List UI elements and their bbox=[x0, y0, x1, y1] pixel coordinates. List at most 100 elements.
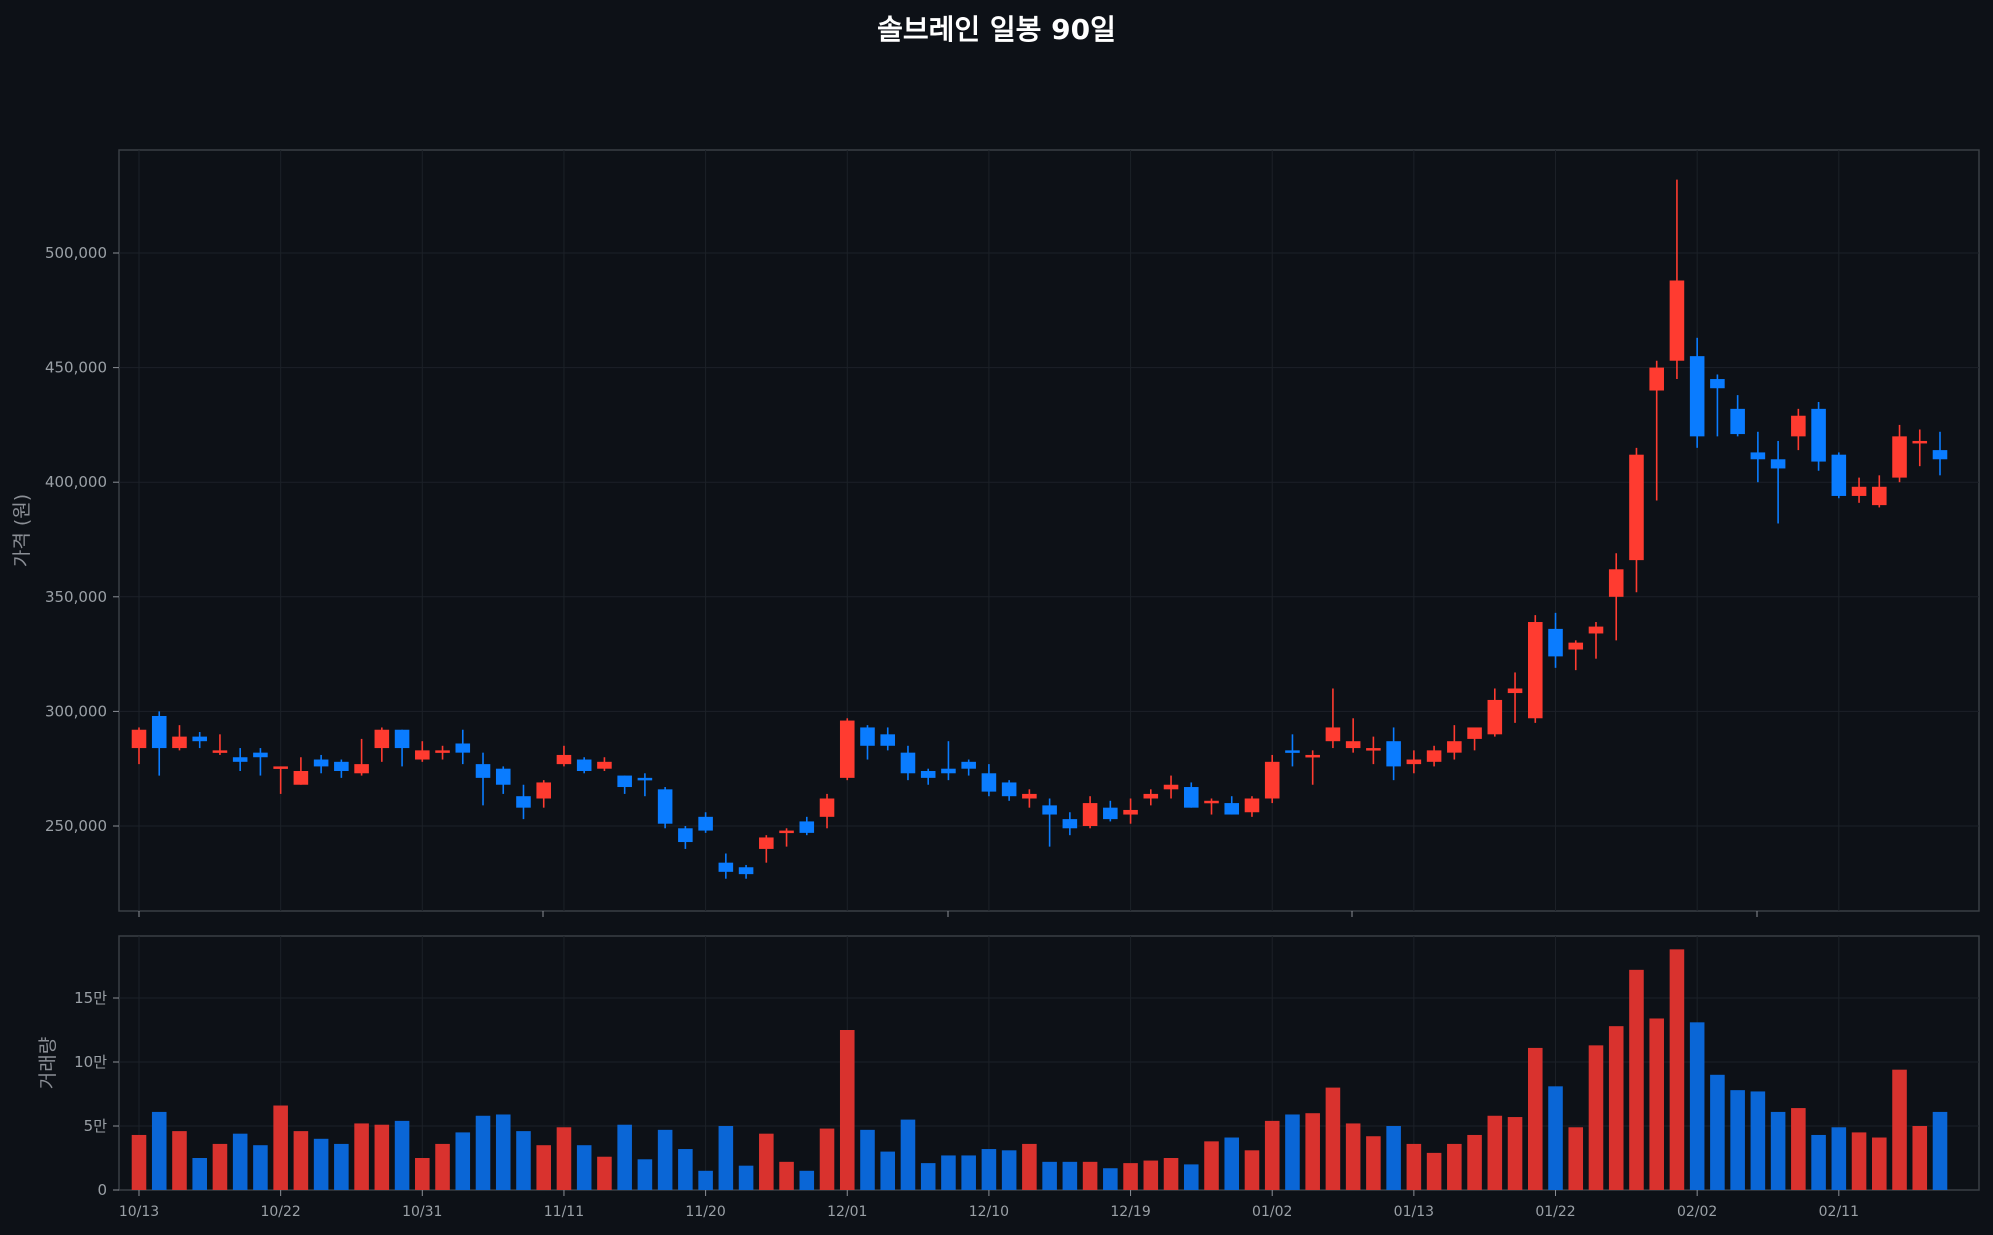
candle bbox=[1629, 447, 1644, 593]
candle bbox=[334, 759, 349, 778]
x-tick-label: 02/02 bbox=[1677, 1204, 1717, 1220]
volume-bar bbox=[1386, 1126, 1401, 1190]
volume-bar bbox=[334, 1143, 349, 1190]
candle bbox=[475, 752, 491, 806]
candle-body bbox=[172, 736, 187, 749]
candle bbox=[1588, 622, 1604, 659]
volume-bar bbox=[1305, 1113, 1320, 1190]
candle-body bbox=[1042, 805, 1057, 815]
candle bbox=[1872, 475, 1887, 508]
candle bbox=[1062, 812, 1078, 836]
candle-body bbox=[1103, 807, 1118, 820]
volume-bar bbox=[1285, 1114, 1300, 1190]
candle-body bbox=[1264, 761, 1280, 799]
candle-body bbox=[1406, 759, 1422, 765]
candle bbox=[1103, 800, 1118, 822]
candle bbox=[1264, 754, 1280, 804]
y-tick-label: 300,000 bbox=[45, 702, 107, 720]
volume-bar bbox=[1183, 1164, 1199, 1190]
volume-bar bbox=[941, 1155, 956, 1190]
candle-body bbox=[374, 729, 390, 749]
candle bbox=[273, 766, 288, 794]
candle bbox=[819, 793, 835, 829]
candle bbox=[1467, 727, 1482, 751]
volume-bar bbox=[1467, 1134, 1482, 1190]
candle bbox=[1285, 734, 1300, 767]
y-tick-label: 0 bbox=[97, 1181, 107, 1199]
price-frame bbox=[118, 149, 1980, 912]
candle-body bbox=[435, 750, 450, 753]
volume-bar bbox=[151, 1111, 167, 1190]
candle bbox=[860, 725, 875, 760]
candle bbox=[637, 773, 653, 797]
candle bbox=[617, 775, 632, 794]
volume-bar bbox=[1143, 1160, 1159, 1190]
candle-body bbox=[151, 715, 167, 749]
volume-bar bbox=[293, 1131, 309, 1190]
candle bbox=[232, 748, 248, 771]
candle-body bbox=[1932, 450, 1948, 460]
x-tick-label: 01/22 bbox=[1535, 1204, 1575, 1220]
y-axis-label: 가격 (원) bbox=[11, 494, 33, 567]
volume-panel: 0 5만 10만 15만 10/13 10/22 10/31 11/11 11/20 12/01 1… bbox=[37, 935, 1980, 1220]
candle-body bbox=[334, 761, 349, 771]
candle bbox=[1001, 780, 1017, 801]
candle bbox=[718, 853, 734, 879]
candle-body bbox=[1224, 803, 1240, 815]
candle bbox=[1163, 775, 1179, 799]
candle bbox=[1325, 688, 1341, 749]
candle-body bbox=[1548, 628, 1563, 657]
candle bbox=[1366, 736, 1381, 765]
volume-bar bbox=[1831, 1127, 1847, 1190]
volume-bar bbox=[1082, 1161, 1098, 1190]
candle-body bbox=[495, 768, 511, 785]
volume-bar bbox=[1224, 1137, 1240, 1190]
candle bbox=[1568, 640, 1584, 671]
candle bbox=[435, 745, 450, 760]
volume-bar bbox=[1345, 1123, 1361, 1190]
candle-body bbox=[394, 729, 410, 749]
x-tick-label: 02/11 bbox=[1819, 1204, 1859, 1220]
y-tick-label: 350,000 bbox=[45, 588, 107, 606]
candle-body bbox=[1669, 280, 1685, 361]
candle-body bbox=[1022, 793, 1037, 799]
candle-body bbox=[475, 764, 491, 778]
candle bbox=[1608, 553, 1624, 641]
candle-body bbox=[839, 720, 855, 778]
candle bbox=[253, 748, 268, 776]
volume-bar bbox=[172, 1131, 187, 1190]
volume-bar bbox=[1507, 1117, 1523, 1190]
candle bbox=[1204, 798, 1219, 815]
candle-body bbox=[1608, 569, 1624, 597]
volume-bar bbox=[1811, 1134, 1826, 1190]
volume-bar bbox=[212, 1143, 228, 1190]
volume-bar bbox=[455, 1132, 471, 1190]
candle-body bbox=[880, 734, 896, 746]
candle bbox=[738, 864, 754, 879]
candle-body bbox=[981, 773, 997, 792]
candle-body bbox=[1386, 741, 1401, 767]
candle bbox=[516, 784, 531, 820]
volume-bar bbox=[1487, 1115, 1503, 1190]
candle-body bbox=[131, 729, 147, 749]
volume-bar bbox=[981, 1149, 997, 1190]
candle bbox=[1811, 401, 1826, 471]
candle bbox=[961, 759, 976, 776]
candle-body bbox=[678, 828, 693, 843]
candle bbox=[192, 732, 207, 749]
y-tick-label: 10만 bbox=[74, 1053, 107, 1071]
x-tick-label: 10/31 bbox=[402, 1204, 442, 1220]
candle-body bbox=[192, 736, 207, 742]
volume-bar bbox=[698, 1170, 713, 1190]
candle bbox=[1406, 750, 1422, 774]
candle bbox=[1750, 431, 1766, 483]
y-tick-label: 15만 bbox=[74, 989, 107, 1007]
candle bbox=[1183, 782, 1199, 808]
candle-body bbox=[779, 830, 794, 834]
volume-bar bbox=[556, 1127, 572, 1190]
volume-bar bbox=[1325, 1087, 1341, 1190]
candle bbox=[1730, 395, 1745, 437]
candle bbox=[1710, 374, 1725, 437]
volume-bar bbox=[1406, 1143, 1422, 1190]
